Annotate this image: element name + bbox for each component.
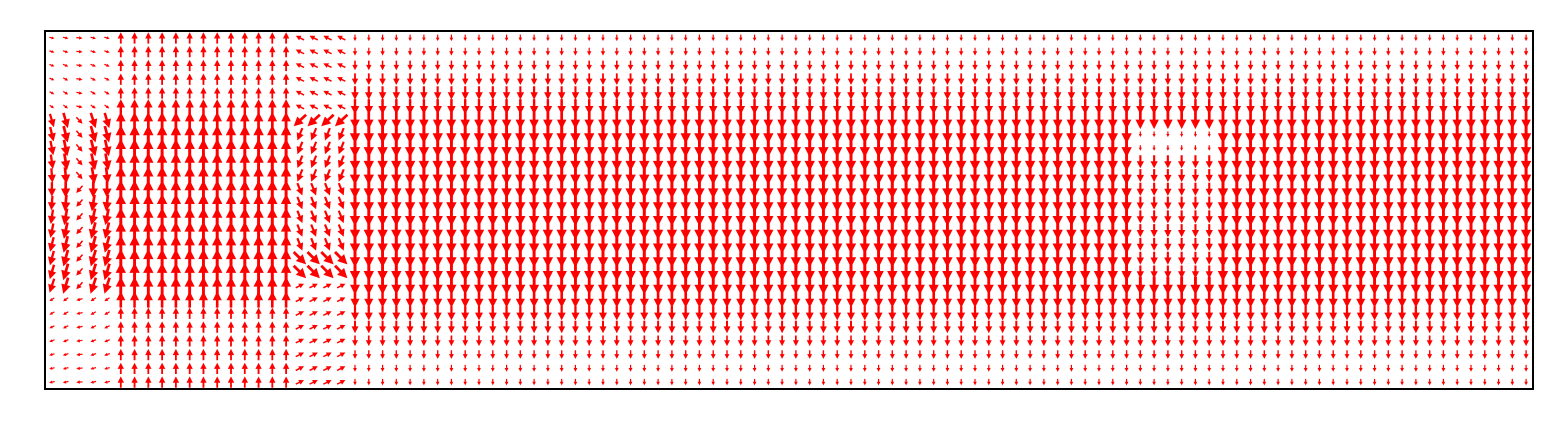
plot-background [45,31,1533,389]
